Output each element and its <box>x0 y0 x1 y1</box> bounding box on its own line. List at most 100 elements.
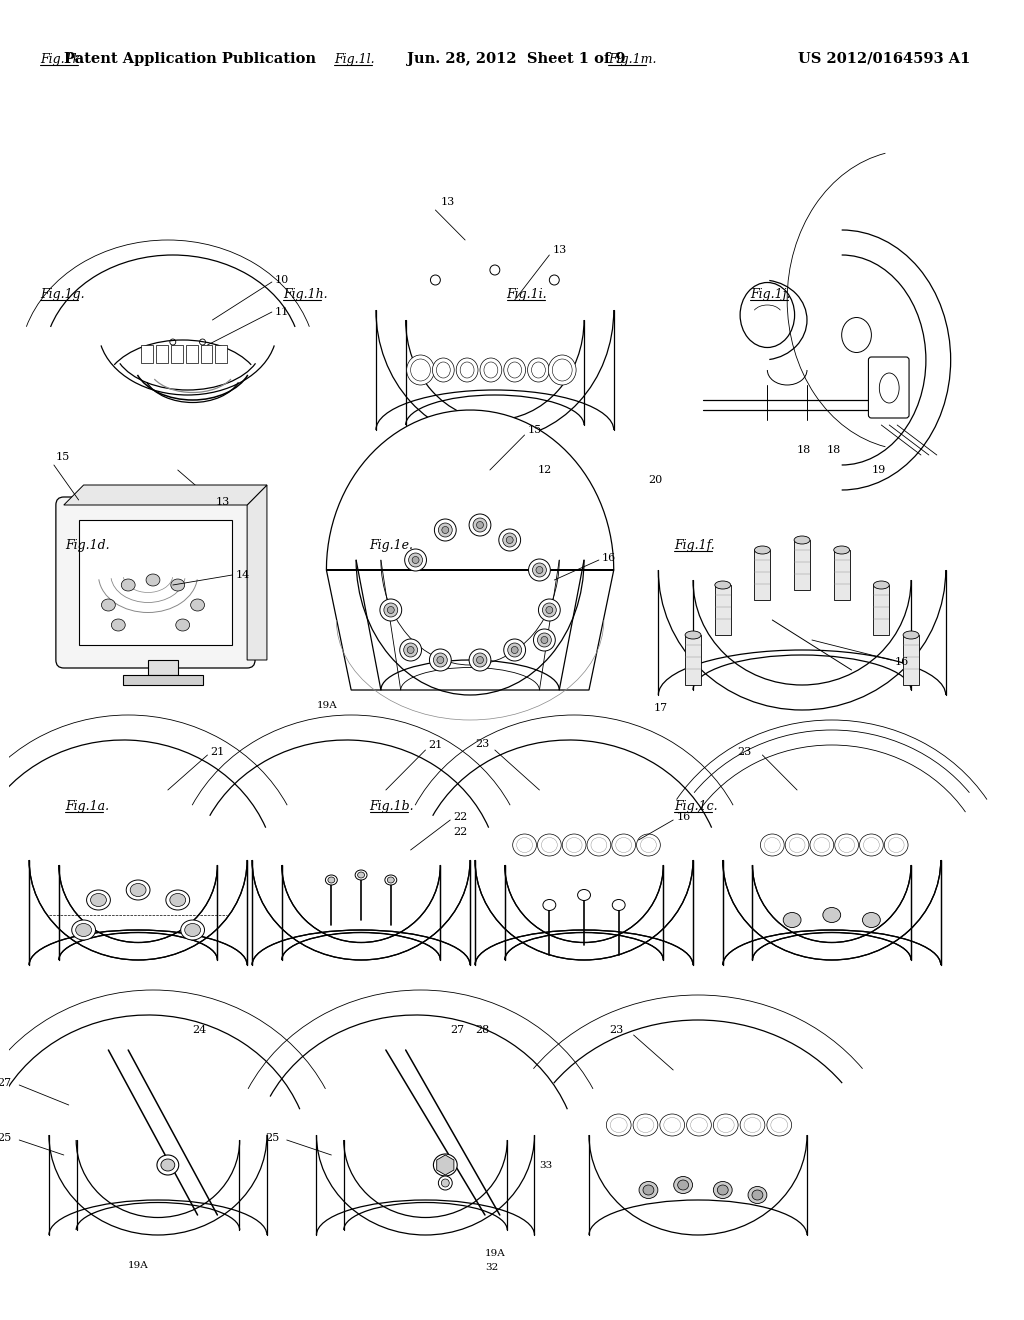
Polygon shape <box>247 484 267 660</box>
Ellipse shape <box>380 599 401 620</box>
Ellipse shape <box>767 1114 792 1137</box>
Ellipse shape <box>434 519 457 541</box>
Ellipse shape <box>717 1185 728 1195</box>
Text: 14: 14 <box>236 570 250 579</box>
Text: 25: 25 <box>0 1133 11 1143</box>
Text: Patent Application Publication: Patent Application Publication <box>63 51 315 66</box>
Text: 25: 25 <box>265 1133 280 1143</box>
Text: 15: 15 <box>56 451 70 462</box>
Text: 21: 21 <box>428 741 442 750</box>
Text: 16: 16 <box>894 657 908 667</box>
Text: Fig.1g.: Fig.1g. <box>40 288 84 301</box>
Bar <box>215 345 227 363</box>
Ellipse shape <box>432 358 455 381</box>
Text: Fig.1h.: Fig.1h. <box>284 288 328 301</box>
Text: 32: 32 <box>485 1262 499 1271</box>
Text: 11: 11 <box>274 308 289 317</box>
Text: 22: 22 <box>454 812 468 822</box>
Ellipse shape <box>473 653 487 667</box>
Ellipse shape <box>687 1114 712 1137</box>
Ellipse shape <box>794 536 810 544</box>
Polygon shape <box>327 411 613 690</box>
Ellipse shape <box>437 656 443 664</box>
Text: Fig.1b.: Fig.1b. <box>370 800 414 813</box>
Ellipse shape <box>441 1179 450 1187</box>
Ellipse shape <box>441 527 449 533</box>
Ellipse shape <box>166 890 189 909</box>
Text: 13: 13 <box>215 498 229 507</box>
Ellipse shape <box>504 639 525 661</box>
Ellipse shape <box>469 649 490 671</box>
Ellipse shape <box>511 647 518 653</box>
Ellipse shape <box>532 564 547 577</box>
Text: 16: 16 <box>676 812 690 822</box>
Ellipse shape <box>536 566 543 573</box>
Text: 33: 33 <box>540 1160 553 1170</box>
Bar <box>903 635 919 685</box>
Bar <box>715 585 731 635</box>
Ellipse shape <box>385 875 396 884</box>
Bar <box>79 520 232 645</box>
Ellipse shape <box>783 912 801 928</box>
Text: 23: 23 <box>609 1026 623 1035</box>
Ellipse shape <box>126 880 150 900</box>
Text: 21: 21 <box>211 747 224 756</box>
Ellipse shape <box>834 546 850 554</box>
Text: 24: 24 <box>193 1026 207 1035</box>
Text: 13: 13 <box>440 197 455 207</box>
Ellipse shape <box>357 873 365 878</box>
Ellipse shape <box>685 631 701 639</box>
Ellipse shape <box>534 630 555 651</box>
Text: 27: 27 <box>451 1026 464 1035</box>
Text: 23: 23 <box>737 747 752 756</box>
Ellipse shape <box>513 834 537 855</box>
Ellipse shape <box>399 639 422 661</box>
Ellipse shape <box>659 1114 685 1137</box>
Ellipse shape <box>101 599 116 611</box>
Ellipse shape <box>543 899 556 911</box>
Bar <box>156 345 168 363</box>
Ellipse shape <box>639 1181 657 1199</box>
Ellipse shape <box>457 358 478 381</box>
Bar <box>873 585 889 635</box>
Ellipse shape <box>633 1114 657 1137</box>
Ellipse shape <box>541 636 548 644</box>
Text: 16: 16 <box>602 553 616 564</box>
Ellipse shape <box>546 606 553 614</box>
Polygon shape <box>436 1155 454 1175</box>
Ellipse shape <box>885 834 908 855</box>
Ellipse shape <box>438 523 453 537</box>
Text: Jun. 28, 2012  Sheet 1 of 9: Jun. 28, 2012 Sheet 1 of 9 <box>408 51 626 66</box>
Text: Fig.1c.: Fig.1c. <box>674 800 718 813</box>
Ellipse shape <box>184 924 201 936</box>
Ellipse shape <box>328 876 335 883</box>
Polygon shape <box>63 484 267 506</box>
Ellipse shape <box>637 834 660 855</box>
Ellipse shape <box>404 549 426 572</box>
Ellipse shape <box>112 619 125 631</box>
Text: Fig.1e.: Fig.1e. <box>370 539 414 552</box>
Ellipse shape <box>752 1191 763 1200</box>
Ellipse shape <box>862 912 881 928</box>
Ellipse shape <box>409 553 423 568</box>
Ellipse shape <box>715 581 731 589</box>
Text: 19A: 19A <box>316 701 337 710</box>
Ellipse shape <box>810 834 834 855</box>
Ellipse shape <box>146 574 160 586</box>
Ellipse shape <box>873 581 889 589</box>
Ellipse shape <box>549 355 577 385</box>
Bar <box>185 345 198 363</box>
Ellipse shape <box>785 834 809 855</box>
Ellipse shape <box>87 890 111 909</box>
Ellipse shape <box>527 358 549 381</box>
Ellipse shape <box>412 557 419 564</box>
Ellipse shape <box>90 894 106 907</box>
Text: 10: 10 <box>274 275 289 285</box>
Ellipse shape <box>578 890 591 900</box>
Ellipse shape <box>326 875 337 884</box>
Text: Fig.1i.: Fig.1i. <box>507 288 547 301</box>
Ellipse shape <box>157 1155 179 1175</box>
Text: 19A: 19A <box>128 1261 148 1270</box>
Text: Fig.1f.: Fig.1f. <box>674 539 715 552</box>
Ellipse shape <box>643 1185 654 1195</box>
